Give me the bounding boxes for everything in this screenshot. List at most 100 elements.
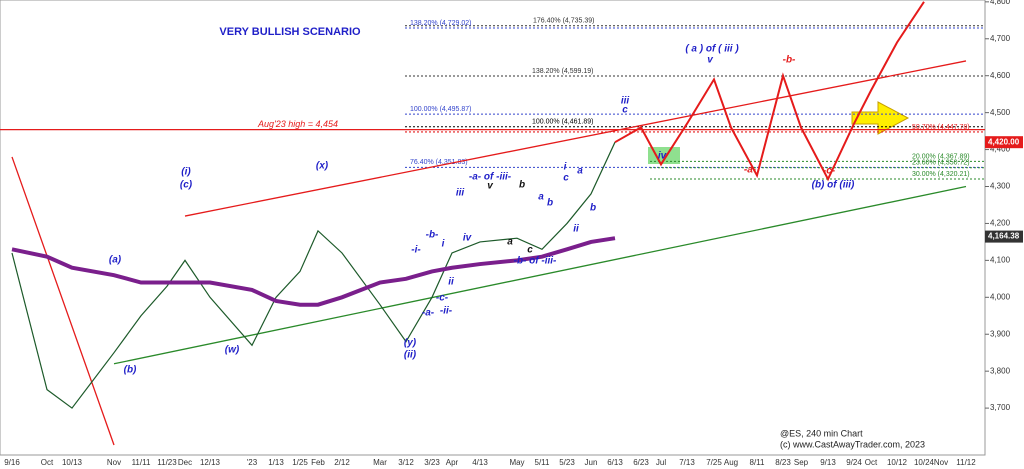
wave-label: (b) of (iii) <box>812 180 855 191</box>
x-tick-label: 12/13 <box>200 458 221 467</box>
chart-title: VERY BULLISH SCENARIO <box>219 26 361 38</box>
wave-label: v <box>707 55 714 66</box>
x-tick-label: Nov <box>934 458 948 467</box>
y-tick-label: 4,100 <box>990 255 1011 264</box>
x-tick-label: Oct <box>41 458 54 467</box>
wave-label: b <box>547 198 553 209</box>
y-tick-label: 4,700 <box>990 34 1011 43</box>
wave-label: ( a ) of ( iii ) <box>685 44 739 55</box>
wave-label: -a- <box>422 308 435 319</box>
wave-label: -a- <box>744 165 757 176</box>
series-line <box>11 141 616 409</box>
level-label: 76.40% (4,351.83) <box>410 159 468 166</box>
x-tick-label: 6/23 <box>633 458 649 467</box>
x-tick-label: 4/13 <box>472 458 488 467</box>
x-tick-label: Apr <box>446 458 459 467</box>
wave-label: (c) <box>180 180 193 191</box>
x-tick-label: 1/25 <box>292 458 308 467</box>
trendline <box>11 156 115 446</box>
x-tick-label: 3/23 <box>424 458 440 467</box>
y-tick-label: 4,800 <box>990 0 1011 6</box>
x-tick-label: 3/12 <box>398 458 414 467</box>
y-tick-label: 4,600 <box>990 71 1011 80</box>
series-line <box>11 236 616 307</box>
wave-label: (y) <box>404 338 417 349</box>
y-tick-label: 3,900 <box>990 329 1011 338</box>
wave-label: b <box>519 180 525 191</box>
y-tick-label: 4,300 <box>990 182 1011 191</box>
wave-label: -ii- <box>440 306 453 317</box>
x-tick-label: 1/13 <box>268 458 284 467</box>
wave-label: ii <box>448 277 454 288</box>
footer: (c) www.CastAwayTrader.com, 2023 <box>780 439 925 449</box>
y-tick-label: 4,000 <box>990 292 1011 301</box>
x-tick-label: Oct <box>865 458 878 467</box>
wave-label: (b) <box>124 365 137 376</box>
x-tick-label: 10/24 <box>914 458 935 467</box>
x-tick-label: 8/11 <box>750 458 766 467</box>
level-label: 138.20% (4,729.02) <box>410 20 472 27</box>
x-tick-label: Dec <box>178 458 192 467</box>
level-label: 20.00% (4,367.89) <box>912 153 970 160</box>
y-tick-label: 4,500 <box>990 108 1011 117</box>
x-tick-label: 5/23 <box>559 458 575 467</box>
wave-label: -a- of -iii- <box>469 172 512 183</box>
x-tick-label: 11/12 <box>956 458 976 467</box>
wave-label: -c- <box>436 293 449 304</box>
x-tick-label: 11/11 <box>132 458 151 467</box>
x-tick-label: Nov <box>107 458 121 467</box>
plot-area <box>0 0 986 456</box>
wave-label: -b- <box>426 230 439 241</box>
wave-label: (a) <box>109 255 122 266</box>
wave-label: iv <box>658 151 668 162</box>
x-tick-label: Sep <box>794 458 809 467</box>
x-tick-label: Jun <box>585 458 598 467</box>
wave-label: -b- <box>783 55 796 66</box>
wave-label: (ii) <box>404 350 417 361</box>
wave-label: ii <box>573 224 579 235</box>
wave-label: (x) <box>316 161 329 172</box>
x-tick-label: Mar <box>373 458 387 467</box>
wave-label: c <box>563 173 569 184</box>
x-tick-label: 10/12 <box>887 458 908 467</box>
level-label: 100.00% (4,495.87) <box>410 106 472 113</box>
x-tick-label: 2/12 <box>334 458 350 467</box>
price-tag <box>985 230 1023 243</box>
wave-label: -i- <box>411 245 421 256</box>
x-tick-label: 5/11 <box>535 458 551 467</box>
x-tick-label: 9/13 <box>820 458 836 467</box>
wave-label: (w) <box>225 345 240 356</box>
y-tick-label: 3,700 <box>990 403 1011 412</box>
y-tick-label: 3,800 <box>990 366 1011 375</box>
footer: @ES, 240 min Chart <box>780 428 863 438</box>
level-label: 138.20% (4,599.19) <box>532 68 594 75</box>
wave-label: -b- of -iii- <box>514 256 557 267</box>
x-tick-label: 8/23 <box>775 458 791 467</box>
level-label: 30.00% (4,320.21) <box>912 171 970 178</box>
x-tick-label: 11/23 <box>157 458 177 467</box>
wave-label: iii <box>621 96 630 107</box>
wave-label: a <box>507 237 513 248</box>
wave-label: i <box>564 162 567 173</box>
series-line <box>614 1 925 182</box>
x-tick-label: 10/13 <box>62 458 83 467</box>
trendline <box>113 185 967 365</box>
x-tick-label: Feb <box>311 458 325 467</box>
level-label: 50.70% (4,447.78) <box>912 124 970 131</box>
x-tick-label: Jul <box>656 458 666 467</box>
price-tag-label: 4,164.38 <box>988 232 1020 241</box>
trendline <box>184 60 967 217</box>
x-tick-label: 7/13 <box>679 458 695 467</box>
x-tick-label: '23 <box>247 458 258 467</box>
price-tag-label: 4,420.00 <box>988 137 1020 146</box>
wave-label: a <box>538 192 544 203</box>
x-tick-label: 9/16 <box>4 458 20 467</box>
wave-label: i <box>442 239 445 250</box>
price-tag <box>985 136 1023 149</box>
wave-label: iii <box>456 188 465 199</box>
level-label: 23.60% (4,350.72) <box>912 160 970 167</box>
x-tick-label: 6/13 <box>607 458 623 467</box>
x-tick-label: 9/24 <box>846 458 862 467</box>
y-tick-label: 4,400 <box>990 145 1011 154</box>
